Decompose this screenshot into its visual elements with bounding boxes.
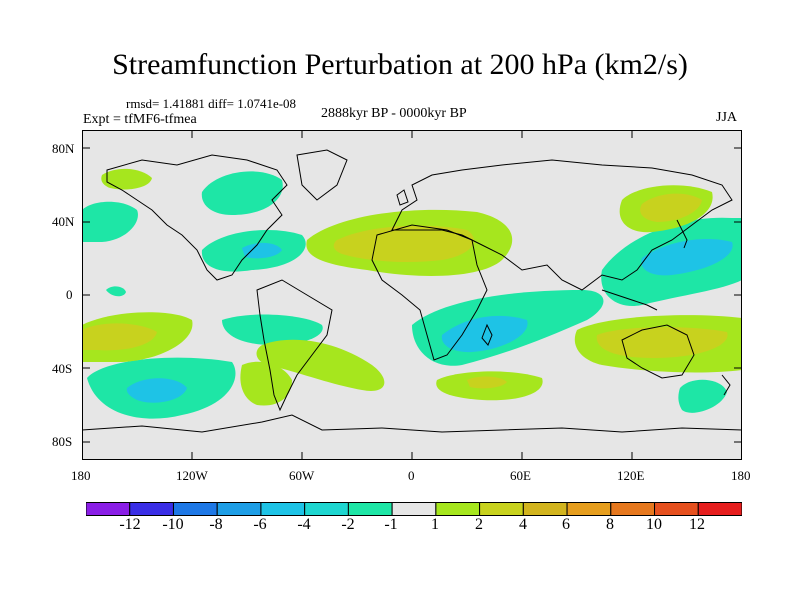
lat-tick-label: 40S [52,361,73,376]
coast-madagascar [481,323,493,346]
colorbar-swatch [654,502,699,516]
colorbar-swatch [260,502,306,516]
coastline-layer [82,149,742,433]
colorbar-swatch [304,502,349,516]
lon-tick-label: 60W [289,468,315,483]
contour-neg-core-atlantic [242,242,282,259]
coast-north-america [106,154,288,281]
lat-tick-label: 80S [52,434,73,449]
coast-japan [676,219,688,249]
colorbar [86,502,742,516]
colorbar-label: 10 [646,516,662,533]
contour-pos-core-southwest [82,323,157,351]
coast-british-isles [396,189,409,206]
colorbar-swatch [610,502,656,516]
stats-line: rmsd= 1.41881 diff= 1.0741e-08 [126,96,297,111]
colorbar-swatch [391,502,437,516]
coast-new-zealand [721,374,731,396]
colorbar-label: 12 [689,516,705,533]
contour-pos-core-pacific [640,193,702,222]
colorbar-label: -4 [297,516,311,533]
contour-neg-core-indian [441,315,528,353]
colorbar-swatch [216,502,262,516]
coast-greenland [296,149,348,201]
contour-pos-europe [101,168,152,190]
coast-africa [371,224,488,361]
colorbar-swatch [347,502,393,516]
colorbar-label: -10 [162,516,184,533]
colorbar-label: -8 [209,516,223,533]
lat-tick-label: 80N [52,141,75,156]
period-label: 2888kyr BP - 0000kyr BP [321,106,467,121]
coast-antarctica [82,414,742,433]
season-label: JJA [716,110,738,125]
contour-neg-south-east-pacific [678,379,727,413]
colorbar-swatch [172,502,218,516]
experiment-label: Expt = tfMF6-tfmea [83,112,197,127]
contour-pos-core-australia [596,327,728,358]
coast-south-america [256,279,333,412]
lon-tick-label: 180 [731,468,751,483]
coast-indonesia [601,289,658,311]
contour-neg-east-pacific [222,314,323,345]
contour-neg-small-pacific [106,286,126,297]
colorbar-swatch [479,502,524,516]
contour-neg-north-canada [201,171,283,215]
colorbar-label: 6 [562,516,570,533]
colorbar-label: 8 [606,516,614,533]
colorbar-label: -1 [384,516,398,533]
colorbar-swatch [86,502,131,516]
colorbar-swatch [522,502,568,516]
colorbar-label: 1 [431,516,439,533]
chart-title: Streamfunction Perturbation at 200 hPa (… [112,48,688,81]
coast-eurasia [391,159,733,291]
contour-neg-core-pacific [641,238,733,276]
colorbar-label: -6 [253,516,267,533]
contour-pos-south-atlantic [256,339,385,391]
colorbar-swatch [435,502,481,516]
lon-tick-label: 180 [71,468,91,483]
lat-tick-label: 0 [66,287,73,302]
lat-tick-label: 40N [52,214,75,229]
map-panel [82,130,742,460]
contour-fill-layer [82,168,742,419]
contour-pos-drake [240,361,292,406]
map-tick-marks [82,130,742,460]
lon-tick-label: 60E [510,468,531,483]
colorbar-swatch [129,502,174,516]
lon-tick-label: 120W [176,468,208,483]
colorbar-label: 2 [475,516,483,533]
coast-australia [621,324,695,379]
contour-pos-core-south-atlantic [467,376,507,389]
contour-pos-core-mediterranean [382,237,422,251]
contour-neg-core-south-pacific [126,378,187,403]
contour-neg-pacific-north [82,201,138,242]
colorbar-label: 4 [519,516,527,533]
lon-tick-label: 0 [408,468,415,483]
colorbar-label: -12 [119,516,141,533]
colorbar-label: -2 [341,516,355,533]
lon-tick-label: 120E [617,468,645,483]
colorbar-swatch [697,502,742,516]
colorbar-swatch [566,502,612,516]
